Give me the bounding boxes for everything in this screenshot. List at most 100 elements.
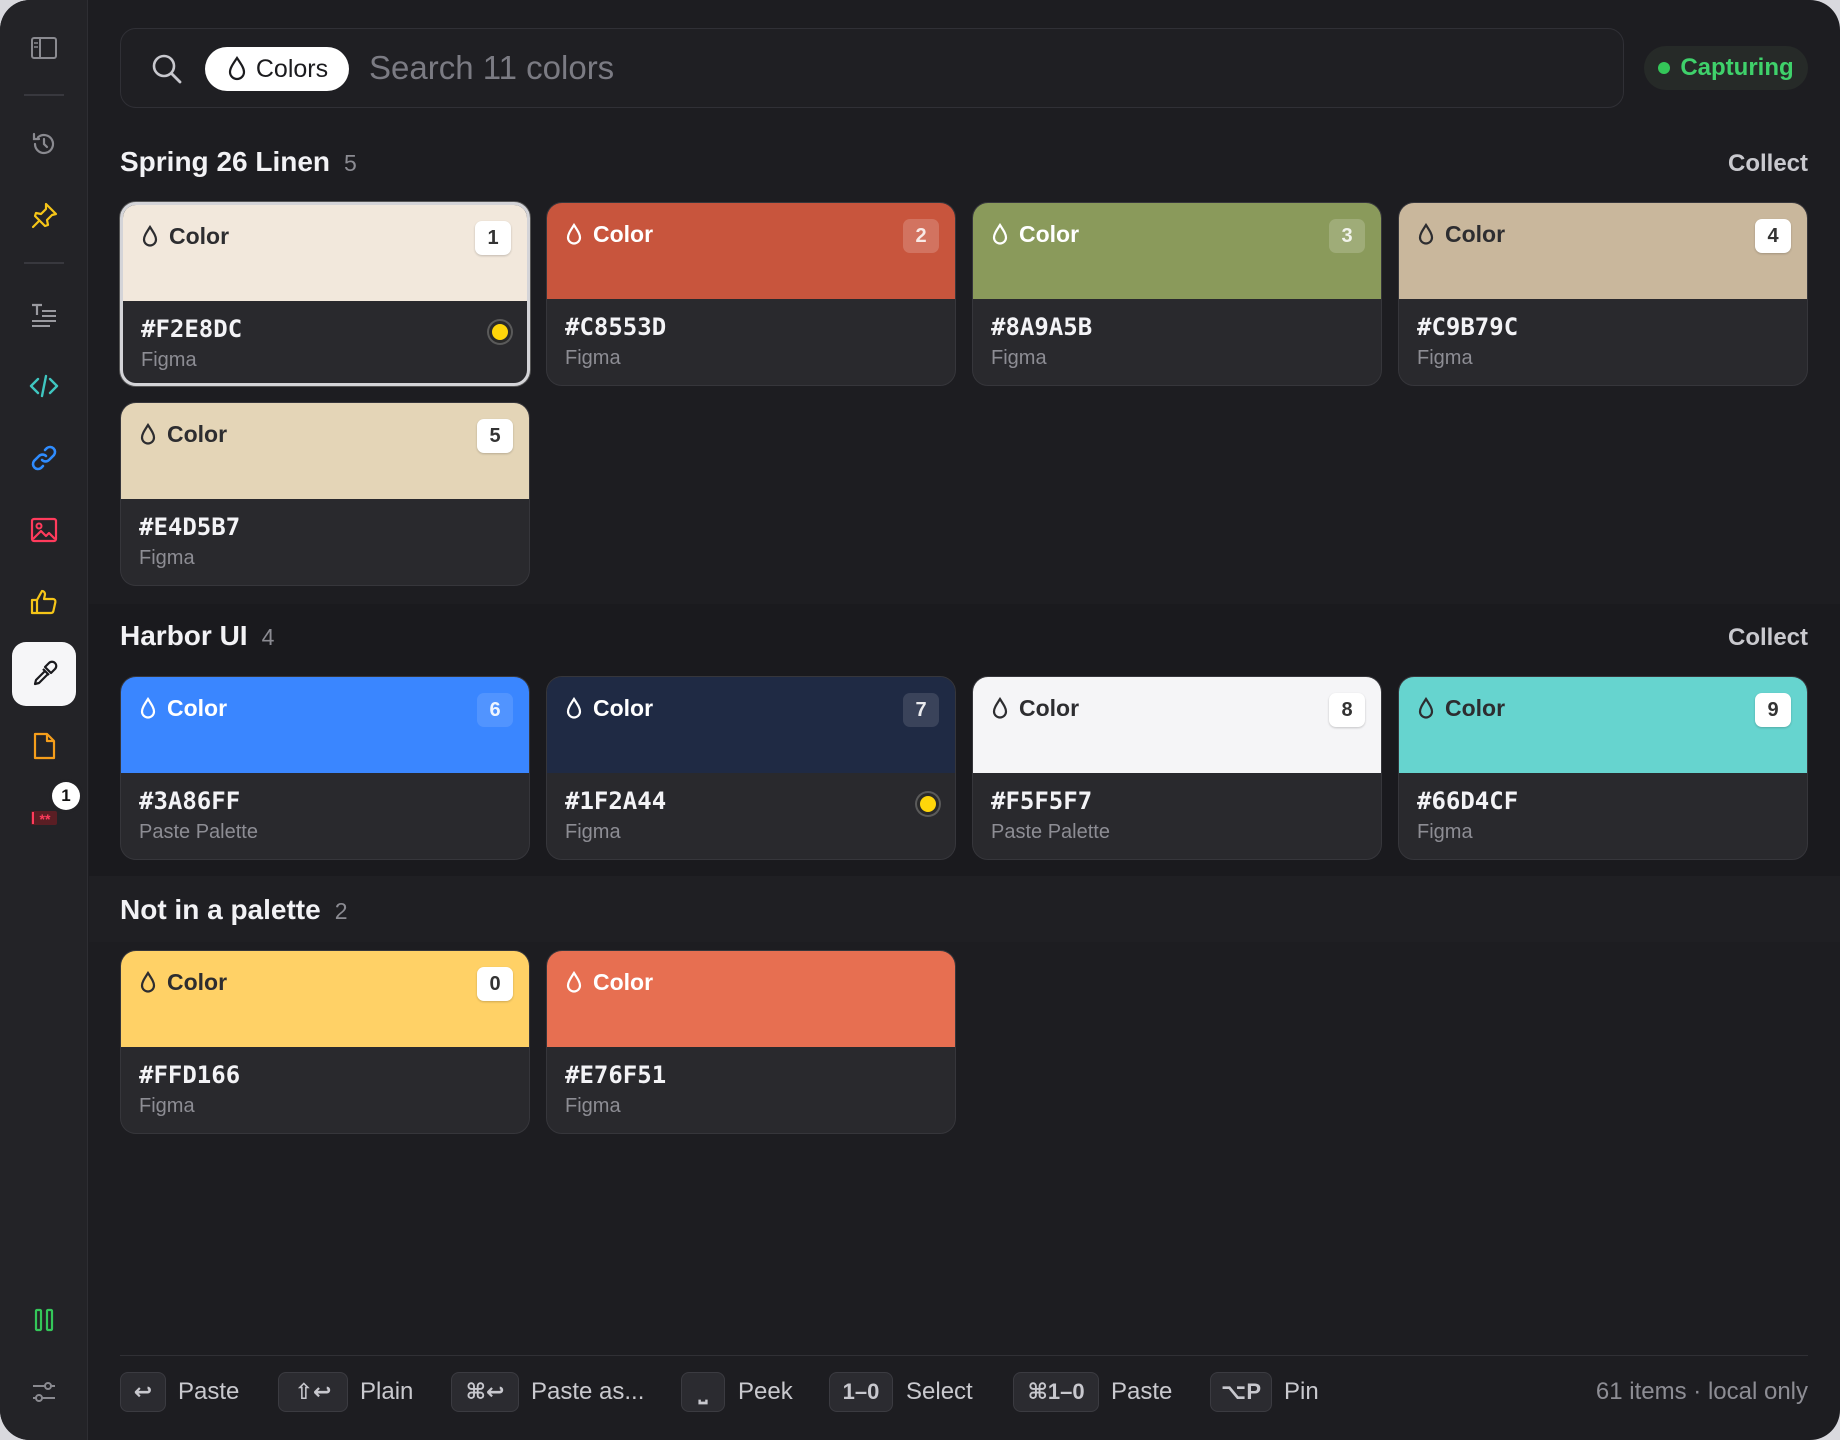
color-card[interactable]: Color 9 #66D4CF Figma — [1398, 676, 1808, 860]
footer-divider — [120, 1355, 1808, 1356]
code-icon — [29, 374, 59, 398]
card-type-label: Color — [1445, 695, 1506, 721]
shortcut-label: Paste — [1111, 1378, 1173, 1405]
section-title: Harbor UI 4 — [120, 620, 274, 652]
color-card[interactable]: Color 5 #E4D5B7 Figma — [120, 402, 530, 586]
hex-value: #F5F5F7 — [991, 787, 1093, 815]
color-card[interactable]: Color 1 #F2E8DC Figma — [120, 202, 530, 386]
shortcut-key: ⌘↩ — [451, 1372, 519, 1412]
file-icon — [33, 732, 56, 760]
card-type-label: Color — [1019, 221, 1080, 247]
card-type: Color — [565, 969, 653, 996]
marked-indicator — [917, 793, 939, 815]
sidebar-item-colors[interactable] — [12, 642, 76, 706]
shortcut-label: Select — [906, 1378, 973, 1405]
drop-icon — [140, 422, 156, 445]
card-type-label: Color — [1445, 221, 1506, 247]
source-app: Figma — [565, 1095, 621, 1117]
shortcut-label: Peek — [738, 1378, 793, 1405]
thumbs-up-icon — [30, 589, 57, 615]
notification-badge: 1 — [52, 782, 80, 810]
sidebar-toggle-button[interactable] — [12, 16, 76, 80]
color-swatch: Color 2 — [547, 203, 955, 299]
hex-value: #C8553D — [565, 313, 667, 341]
sidebar-item-text[interactable] — [12, 282, 76, 346]
color-swatch: Color 3 — [973, 203, 1381, 299]
color-card[interactable]: Color 8 #F5F5F7 Paste Palette — [972, 676, 1382, 860]
section-name: Spring 26 Linen — [120, 146, 331, 177]
section-count: 4 — [261, 624, 275, 650]
hex-value: #E4D5B7 — [139, 513, 241, 541]
shortcut-key: ⎵ — [681, 1372, 725, 1412]
section-header-band — [89, 876, 1840, 942]
color-swatch: Color 5 — [121, 403, 529, 499]
source-app: Figma — [1417, 821, 1473, 843]
sidebar-item-favorites[interactable] — [12, 570, 76, 634]
card-type: Color — [565, 221, 653, 248]
svg-text:**: ** — [40, 811, 51, 827]
sidebar-item-links[interactable] — [12, 426, 76, 490]
section-title: Spring 26 Linen 5 — [120, 146, 357, 178]
section-name: Harbor UI — [120, 620, 248, 651]
sidebar-item-history[interactable] — [12, 112, 76, 176]
search-bar[interactable]: Colors Search 11 colors — [120, 28, 1624, 108]
collect-button[interactable]: Collect — [1727, 150, 1808, 177]
card-type: Color — [1417, 695, 1505, 722]
hex-value: #8A9A5B — [991, 313, 1093, 341]
pin-icon — [31, 202, 58, 229]
shortcut-number: 9 — [1755, 693, 1791, 727]
drop-icon — [140, 970, 156, 993]
source-app: Figma — [565, 821, 621, 843]
shortcut-number: 7 — [903, 693, 939, 727]
history-icon — [32, 132, 55, 155]
hex-value: #FFD166 — [139, 1061, 241, 1089]
source-app: Figma — [565, 347, 621, 369]
search-input[interactable]: Search 11 colors — [369, 49, 615, 86]
collect-button[interactable]: Collect — [1727, 624, 1808, 651]
sidebar-item-images[interactable] — [12, 498, 76, 562]
card-type: Color — [141, 223, 229, 250]
capturing-status[interactable]: Capturing — [1644, 46, 1808, 90]
color-card[interactable]: Color 4 #C9B79C Figma — [1398, 202, 1808, 386]
source-app: Figma — [141, 349, 197, 371]
color-card[interactable]: Color 6 #3A86FF Paste Palette — [120, 676, 530, 860]
color-card[interactable]: Color 0 #FFD166 Figma — [120, 950, 530, 1134]
color-card[interactable]: Color #E76F51 Figma — [546, 950, 956, 1134]
card-type-label: Color — [167, 421, 228, 447]
shortcut-label: Paste — [178, 1378, 240, 1405]
hex-value: #3A86FF — [139, 787, 241, 815]
pause-button[interactable] — [12, 1288, 76, 1352]
drop-icon — [142, 224, 158, 247]
color-card[interactable]: Color 3 #8A9A5B Figma — [972, 202, 1382, 386]
color-swatch: Color 6 — [121, 677, 529, 773]
sidebar-item-files[interactable] — [12, 714, 76, 778]
sidebar-icon — [31, 37, 57, 59]
hex-value: #1F2A44 — [565, 787, 667, 815]
color-card[interactable]: Color 2 #C8553D Figma — [546, 202, 956, 386]
color-swatch: Color 9 — [1399, 677, 1807, 773]
status-dot — [1658, 62, 1671, 74]
source-app: Figma — [139, 1095, 195, 1117]
section-count: 2 — [334, 898, 348, 924]
sidebar-item-passwords[interactable]: ** — [12, 786, 76, 850]
chip-label: Colors — [255, 54, 329, 83]
color-swatch: Color 8 — [973, 677, 1381, 773]
sidebar-item-pinned[interactable] — [12, 184, 76, 248]
drop-icon — [992, 696, 1008, 719]
card-type-label: Color — [167, 695, 228, 721]
color-swatch: Color 0 — [121, 951, 529, 1047]
colors-filter-chip[interactable]: Colors — [205, 47, 349, 91]
card-type: Color — [565, 695, 653, 722]
hex-value: #C9B79C — [1417, 313, 1519, 341]
color-swatch: Color 1 — [123, 205, 527, 301]
color-card[interactable]: Color 7 #1F2A44 Figma — [546, 676, 956, 860]
sidebar-item-code[interactable] — [12, 354, 76, 418]
drop-icon — [566, 222, 582, 245]
settings-button[interactable] — [12, 1360, 76, 1424]
sidebar-divider — [24, 262, 64, 264]
shortcut-key: ⌘1–0 — [1013, 1372, 1099, 1412]
card-type: Color — [139, 421, 227, 448]
shortcut-key: ↩ — [120, 1372, 166, 1412]
shortcut-number: 3 — [1329, 219, 1365, 253]
color-swatch: Color 4 — [1399, 203, 1807, 299]
